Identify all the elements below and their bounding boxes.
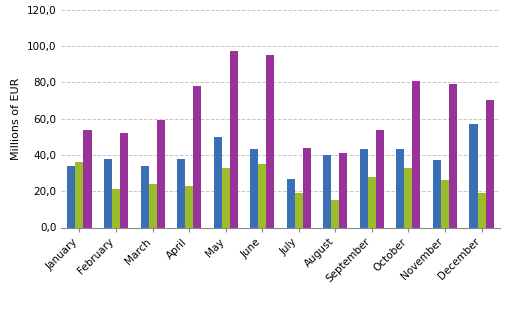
Bar xyxy=(67,166,75,228)
Bar xyxy=(404,168,412,228)
Bar xyxy=(185,186,193,227)
Bar xyxy=(221,168,229,228)
Bar xyxy=(302,148,310,228)
Bar xyxy=(266,55,274,227)
Bar xyxy=(75,162,83,228)
Bar xyxy=(469,124,476,228)
Bar xyxy=(156,121,164,228)
Bar xyxy=(104,159,112,228)
Bar xyxy=(375,129,383,227)
Bar xyxy=(120,133,128,228)
Bar xyxy=(432,160,440,228)
Bar xyxy=(440,180,448,228)
Bar xyxy=(213,137,221,228)
Bar xyxy=(359,150,367,228)
Bar xyxy=(476,193,485,227)
Bar xyxy=(485,100,493,228)
Bar xyxy=(323,155,331,228)
Y-axis label: Millions of EUR: Millions of EUR xyxy=(11,77,21,160)
Bar xyxy=(395,150,404,228)
Bar xyxy=(112,189,120,228)
Bar xyxy=(177,159,185,228)
Bar xyxy=(448,84,456,228)
Bar xyxy=(258,164,266,228)
Bar xyxy=(286,178,294,228)
Bar xyxy=(294,193,302,227)
Bar xyxy=(331,200,338,227)
Bar xyxy=(148,184,156,228)
Bar xyxy=(338,153,347,228)
Bar xyxy=(83,129,91,227)
Bar xyxy=(193,86,201,228)
Bar xyxy=(229,51,237,227)
Bar xyxy=(250,150,258,228)
Bar xyxy=(367,177,375,228)
Bar xyxy=(412,81,419,227)
Bar xyxy=(140,166,148,228)
